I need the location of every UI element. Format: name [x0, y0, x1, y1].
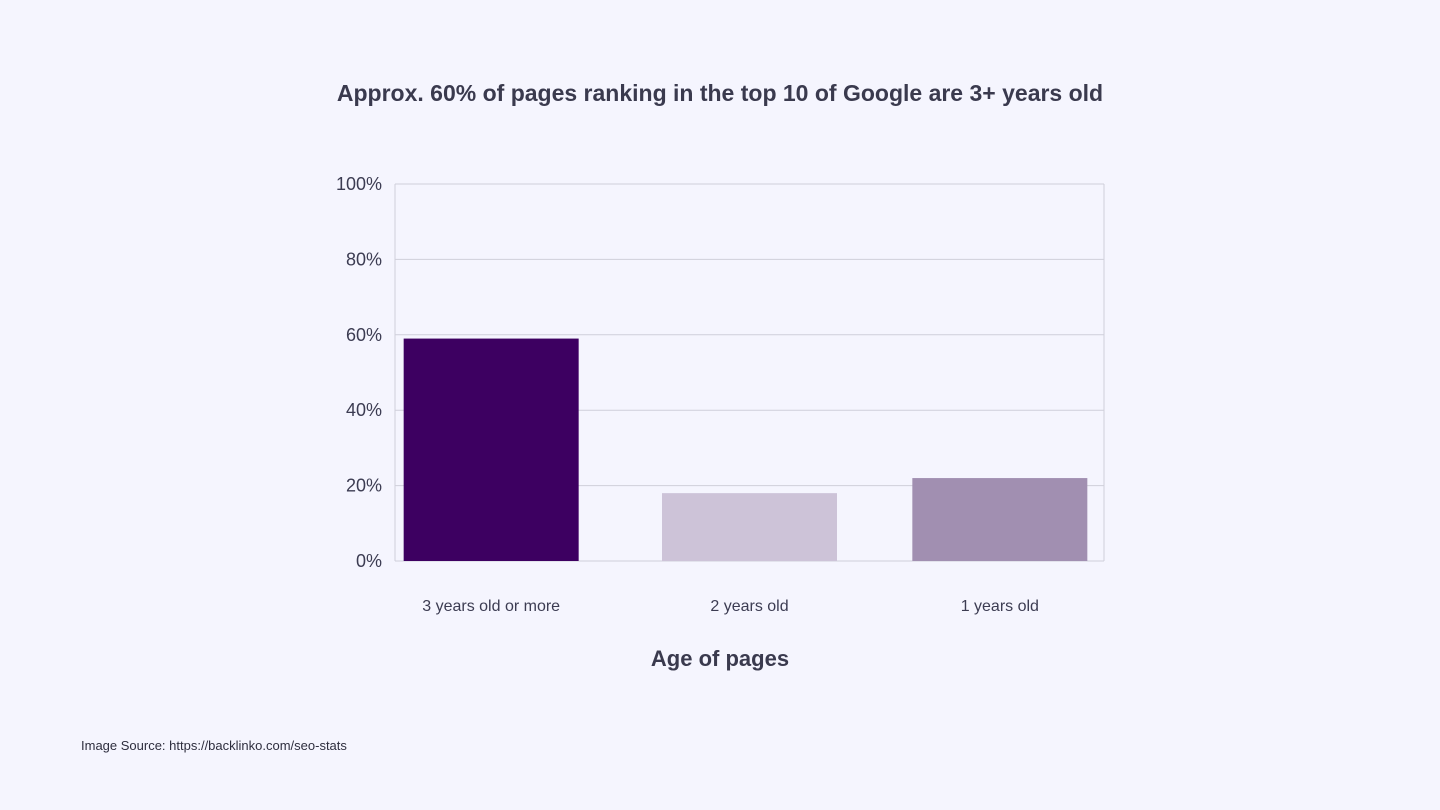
bar-1 — [403, 338, 579, 561]
x-axis-label: Age of pages — [651, 646, 789, 671]
y-tick-label: 100% — [336, 174, 382, 194]
y-tick-label: 80% — [346, 249, 382, 269]
y-tick-label: 20% — [346, 476, 382, 496]
bar-2 — [662, 493, 837, 561]
bars — [403, 338, 1088, 561]
x-category-label: 3 years old or more — [422, 598, 560, 615]
x-category-label: 2 years old — [710, 598, 788, 615]
y-axis-ticks: 0% 20% 40% 60% 80% 100% — [336, 174, 382, 571]
x-axis-categories: 3 years old or more 2 years old 1 years ol… — [422, 598, 1039, 615]
image-source-note: Image Source: https://backlinko.com/seo-… — [81, 738, 347, 753]
x-category-label: 1 years old — [961, 598, 1039, 615]
y-tick-label: 0% — [356, 551, 382, 571]
chart-title: Approx. 60% of pages ranking in the top … — [336, 80, 1104, 106]
bar-3 — [912, 478, 1088, 561]
y-tick-label: 60% — [346, 325, 382, 345]
y-tick-label: 40% — [346, 400, 382, 420]
